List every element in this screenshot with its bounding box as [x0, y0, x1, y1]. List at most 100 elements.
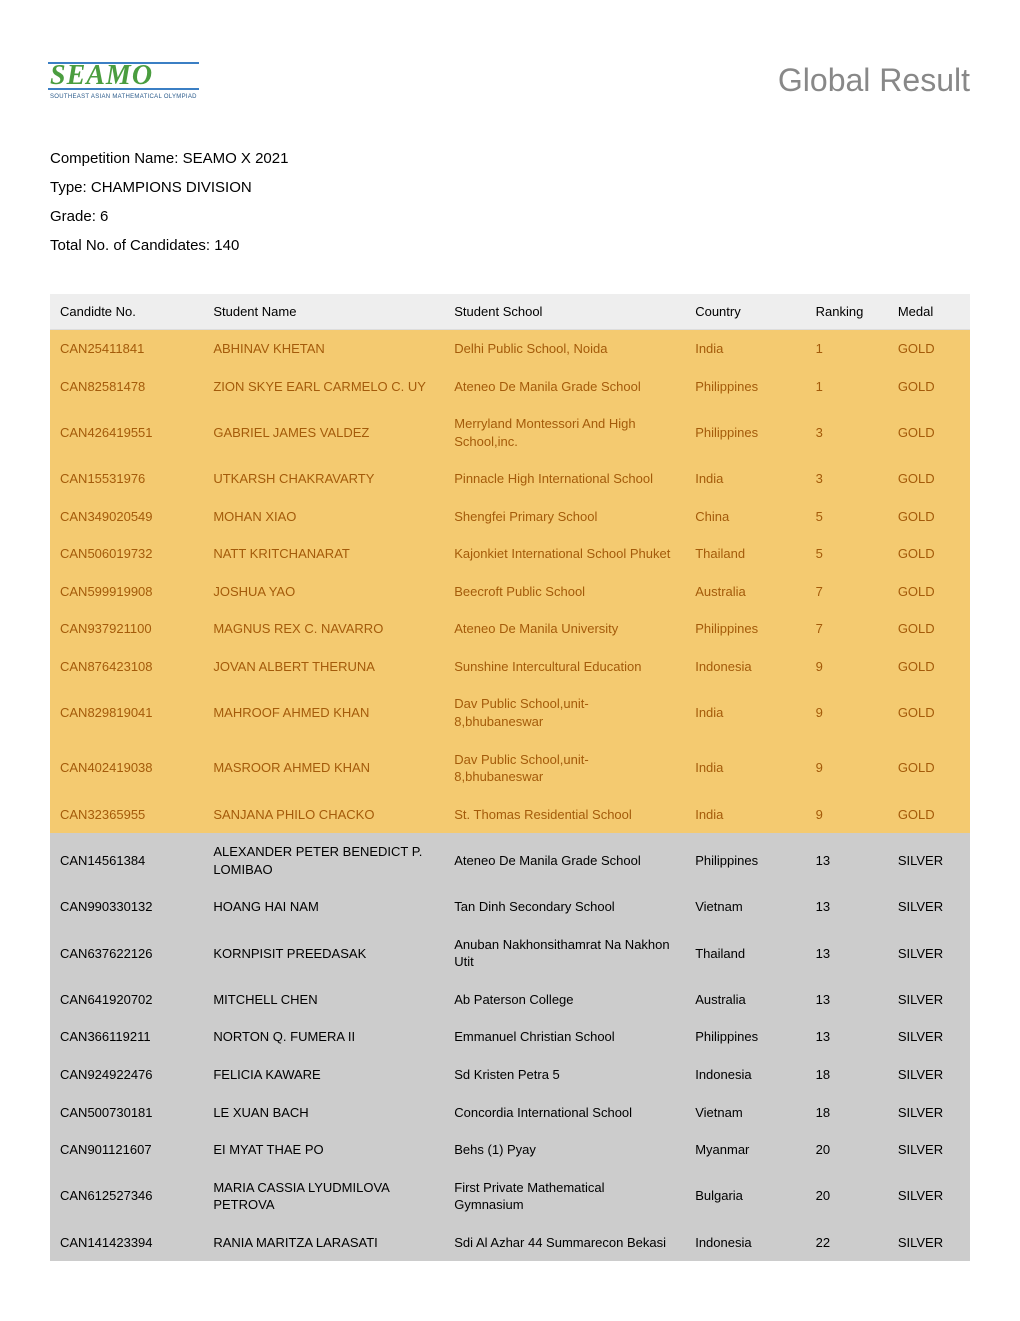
cell-country: Australia: [685, 573, 805, 611]
cell-medal: GOLD: [888, 368, 970, 406]
cell-country: India: [685, 460, 805, 498]
cell-country: Philippines: [685, 405, 805, 460]
cell-medal: SILVER: [888, 1131, 970, 1169]
cell-country: Australia: [685, 981, 805, 1019]
meta-competition-value: SEAMO X 2021: [183, 150, 289, 167]
cell-name: KORNPISIT PREEDASAK: [203, 926, 444, 981]
cell-ranking: 13: [806, 981, 888, 1019]
col-header-country: Country: [685, 294, 805, 330]
cell-ranking: 18: [806, 1094, 888, 1132]
cell-candidate: CAN876423108: [50, 648, 203, 686]
cell-country: Philippines: [685, 610, 805, 648]
cell-school: Shengfei Primary School: [444, 498, 685, 536]
cell-country: Thailand: [685, 535, 805, 573]
page-header: SEAMO SOUTHEAST ASIAN MATHEMATICAL OLYMP…: [50, 60, 970, 100]
table-row: CAN14561384ALEXANDER PETER BENEDICT P. L…: [50, 833, 970, 888]
cell-school: Sunshine Intercultural Education: [444, 648, 685, 686]
table-row: CAN924922476FELICIA KAWARESd Kristen Pet…: [50, 1056, 970, 1094]
cell-school: Behs (1) Pyay: [444, 1131, 685, 1169]
cell-medal: SILVER: [888, 926, 970, 981]
cell-ranking: 5: [806, 535, 888, 573]
cell-school: Ateneo De Manila Grade School: [444, 368, 685, 406]
cell-ranking: 13: [806, 1018, 888, 1056]
cell-medal: GOLD: [888, 610, 970, 648]
col-header-name: Student Name: [203, 294, 444, 330]
cell-candidate: CAN500730181: [50, 1094, 203, 1132]
cell-ranking: 7: [806, 610, 888, 648]
cell-candidate: CAN901121607: [50, 1131, 203, 1169]
cell-medal: GOLD: [888, 648, 970, 686]
table-row: CAN641920702MITCHELL CHENAb Paterson Col…: [50, 981, 970, 1019]
cell-candidate: CAN14561384: [50, 833, 203, 888]
results-table: Candidte No. Student Name Student School…: [50, 294, 970, 1261]
cell-country: India: [685, 796, 805, 834]
cell-school: Ab Paterson College: [444, 981, 685, 1019]
cell-country: Bulgaria: [685, 1169, 805, 1224]
meta-total-label: Total No. of Candidates:: [50, 237, 210, 254]
cell-school: Concordia International School: [444, 1094, 685, 1132]
cell-name: ALEXANDER PETER BENEDICT P. LOMIBAO: [203, 833, 444, 888]
cell-candidate: CAN25411841: [50, 330, 203, 368]
cell-medal: GOLD: [888, 573, 970, 611]
table-row: CAN32365955SANJANA PHILO CHACKOSt. Thoma…: [50, 796, 970, 834]
cell-medal: SILVER: [888, 833, 970, 888]
cell-candidate: CAN426419551: [50, 405, 203, 460]
cell-name: ZION SKYE EARL CARMELO C. UY: [203, 368, 444, 406]
cell-country: India: [685, 685, 805, 740]
cell-country: Indonesia: [685, 1224, 805, 1262]
meta-competition-label: Competition Name:: [50, 150, 178, 167]
cell-name: MASROOR AHMED KHAN: [203, 741, 444, 796]
table-header-row: Candidte No. Student Name Student School…: [50, 294, 970, 330]
cell-candidate: CAN829819041: [50, 685, 203, 740]
cell-candidate: CAN990330132: [50, 888, 203, 926]
table-row: CAN82581478ZION SKYE EARL CARMELO C. UYA…: [50, 368, 970, 406]
cell-name: HOANG HAI NAM: [203, 888, 444, 926]
cell-school: Ateneo De Manila Grade School: [444, 833, 685, 888]
logo-text: SEAMO: [50, 60, 197, 92]
cell-ranking: 20: [806, 1131, 888, 1169]
cell-name: EI MYAT THAE PO: [203, 1131, 444, 1169]
cell-country: China: [685, 498, 805, 536]
table-row: CAN637622126KORNPISIT PREEDASAKAnuban Na…: [50, 926, 970, 981]
cell-school: Tan Dinh Secondary School: [444, 888, 685, 926]
cell-candidate: CAN15531976: [50, 460, 203, 498]
cell-candidate: CAN641920702: [50, 981, 203, 1019]
cell-ranking: 3: [806, 405, 888, 460]
cell-medal: GOLD: [888, 535, 970, 573]
cell-candidate: CAN366119211: [50, 1018, 203, 1056]
cell-school: Ateneo De Manila University: [444, 610, 685, 648]
cell-medal: SILVER: [888, 1224, 970, 1262]
table-row: CAN500730181LE XUAN BACHConcordia Intern…: [50, 1094, 970, 1132]
cell-ranking: 3: [806, 460, 888, 498]
table-row: CAN426419551GABRIEL JAMES VALDEZMerrylan…: [50, 405, 970, 460]
cell-country: India: [685, 741, 805, 796]
cell-country: Vietnam: [685, 888, 805, 926]
cell-school: Sdi Al Azhar 44 Summarecon Bekasi: [444, 1224, 685, 1262]
cell-ranking: 13: [806, 833, 888, 888]
cell-ranking: 9: [806, 741, 888, 796]
table-row: CAN506019732NATT KRITCHANARATKajonkiet I…: [50, 535, 970, 573]
cell-school: Emmanuel Christian School: [444, 1018, 685, 1056]
table-row: CAN937921100MAGNUS REX C. NAVARROAteneo …: [50, 610, 970, 648]
table-row: CAN612527346MARIA CASSIA LYUDMILOVA PETR…: [50, 1169, 970, 1224]
cell-school: Dav Public School,unit-8,bhubaneswar: [444, 685, 685, 740]
logo-subtext: SOUTHEAST ASIAN MATHEMATICAL OLYMPIAD: [50, 94, 197, 100]
table-row: CAN349020549MOHAN XIAOShengfei Primary S…: [50, 498, 970, 536]
cell-school: Pinnacle High International School: [444, 460, 685, 498]
cell-candidate: CAN141423394: [50, 1224, 203, 1262]
cell-medal: GOLD: [888, 796, 970, 834]
cell-ranking: 18: [806, 1056, 888, 1094]
col-header-ranking: Ranking: [806, 294, 888, 330]
page-title: Global Result: [778, 62, 970, 99]
cell-candidate: CAN599919908: [50, 573, 203, 611]
cell-ranking: 7: [806, 573, 888, 611]
cell-medal: GOLD: [888, 498, 970, 536]
cell-medal: GOLD: [888, 741, 970, 796]
table-row: CAN366119211NORTON Q. FUMERA IIEmmanuel …: [50, 1018, 970, 1056]
cell-school: Merryland Montessori And High School,inc…: [444, 405, 685, 460]
competition-meta: Competition Name: SEAMO X 2021 Type: CHA…: [50, 150, 970, 254]
cell-medal: SILVER: [888, 1094, 970, 1132]
cell-candidate: CAN637622126: [50, 926, 203, 981]
cell-country: Philippines: [685, 1018, 805, 1056]
cell-name: NATT KRITCHANARAT: [203, 535, 444, 573]
